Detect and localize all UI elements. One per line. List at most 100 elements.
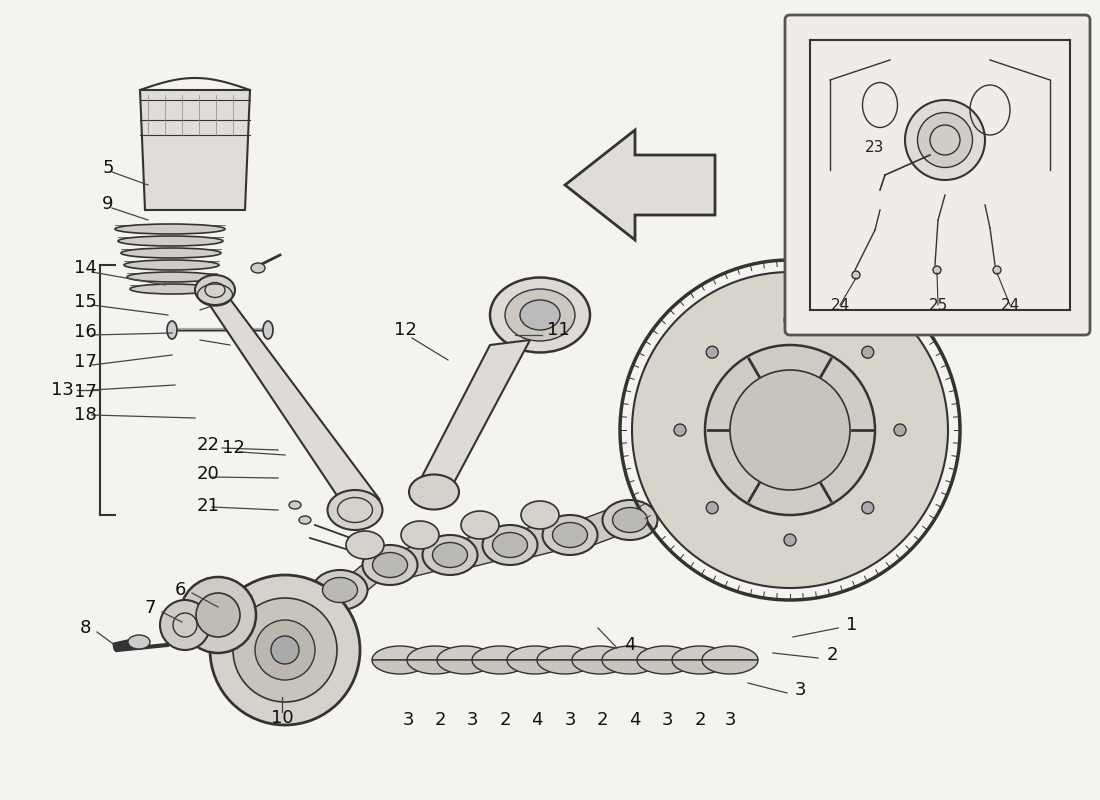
Ellipse shape xyxy=(312,570,367,610)
Circle shape xyxy=(632,272,948,588)
Text: 11: 11 xyxy=(547,321,570,339)
Text: 2: 2 xyxy=(499,711,510,729)
Text: 9: 9 xyxy=(102,195,113,213)
Ellipse shape xyxy=(363,545,418,585)
Circle shape xyxy=(730,370,850,490)
Circle shape xyxy=(233,598,337,702)
Ellipse shape xyxy=(346,531,384,559)
Polygon shape xyxy=(637,646,693,660)
Ellipse shape xyxy=(167,321,177,339)
Ellipse shape xyxy=(542,515,597,555)
Text: 21: 21 xyxy=(197,497,219,515)
Ellipse shape xyxy=(905,100,984,180)
Text: 18: 18 xyxy=(74,406,97,424)
Circle shape xyxy=(705,345,874,515)
Ellipse shape xyxy=(852,271,860,279)
Ellipse shape xyxy=(130,284,214,294)
Text: 25: 25 xyxy=(928,298,947,313)
Text: 3: 3 xyxy=(794,681,805,699)
Ellipse shape xyxy=(613,507,648,533)
Ellipse shape xyxy=(520,300,560,330)
Ellipse shape xyxy=(328,490,383,530)
Polygon shape xyxy=(602,646,658,660)
Text: 12: 12 xyxy=(221,439,244,457)
Polygon shape xyxy=(400,540,440,580)
Text: 22: 22 xyxy=(197,436,220,454)
Ellipse shape xyxy=(126,272,217,282)
FancyBboxPatch shape xyxy=(785,15,1090,335)
Text: 24: 24 xyxy=(1000,298,1020,313)
Polygon shape xyxy=(437,660,493,674)
Polygon shape xyxy=(537,646,593,660)
Ellipse shape xyxy=(493,533,528,558)
Ellipse shape xyxy=(322,578,358,602)
Polygon shape xyxy=(537,660,593,674)
Circle shape xyxy=(180,577,256,653)
Ellipse shape xyxy=(505,289,575,341)
Text: 6: 6 xyxy=(174,581,186,599)
Circle shape xyxy=(210,575,360,725)
Circle shape xyxy=(861,502,873,514)
Polygon shape xyxy=(350,550,380,605)
Ellipse shape xyxy=(195,275,235,305)
Text: 5: 5 xyxy=(102,159,113,177)
Circle shape xyxy=(255,620,315,680)
Polygon shape xyxy=(372,660,428,674)
Polygon shape xyxy=(572,646,628,660)
Text: 15: 15 xyxy=(74,293,97,311)
Text: 13: 13 xyxy=(51,381,74,399)
Text: 2: 2 xyxy=(826,646,838,664)
Circle shape xyxy=(784,534,796,546)
Text: 4: 4 xyxy=(625,636,636,654)
Polygon shape xyxy=(520,520,560,560)
Polygon shape xyxy=(437,646,493,660)
Polygon shape xyxy=(702,660,758,674)
Polygon shape xyxy=(204,295,380,500)
Polygon shape xyxy=(702,646,758,660)
Ellipse shape xyxy=(121,248,221,258)
Text: 3: 3 xyxy=(661,711,673,729)
Ellipse shape xyxy=(116,224,226,234)
Ellipse shape xyxy=(521,501,559,529)
Ellipse shape xyxy=(128,635,150,649)
Polygon shape xyxy=(580,505,620,550)
Ellipse shape xyxy=(461,511,499,539)
Polygon shape xyxy=(672,646,728,660)
Circle shape xyxy=(706,502,718,514)
Text: 7: 7 xyxy=(144,599,156,617)
Text: 3: 3 xyxy=(724,711,736,729)
Text: 3: 3 xyxy=(564,711,575,729)
Polygon shape xyxy=(637,660,693,674)
Text: 12: 12 xyxy=(394,321,417,339)
Polygon shape xyxy=(372,646,428,660)
Ellipse shape xyxy=(933,266,940,274)
Circle shape xyxy=(784,314,796,326)
Text: 4: 4 xyxy=(629,711,640,729)
Polygon shape xyxy=(140,90,250,210)
Ellipse shape xyxy=(432,542,468,567)
Circle shape xyxy=(894,424,906,436)
Polygon shape xyxy=(472,660,528,674)
Text: 23: 23 xyxy=(866,141,884,155)
Polygon shape xyxy=(507,660,563,674)
Polygon shape xyxy=(407,660,463,674)
Text: 3: 3 xyxy=(403,711,414,729)
Ellipse shape xyxy=(422,535,477,575)
Polygon shape xyxy=(602,660,658,674)
Text: 24: 24 xyxy=(830,298,849,313)
Ellipse shape xyxy=(299,516,311,524)
Ellipse shape xyxy=(124,260,219,270)
Ellipse shape xyxy=(483,525,538,565)
Ellipse shape xyxy=(289,501,301,509)
Circle shape xyxy=(706,346,718,358)
Ellipse shape xyxy=(552,522,587,547)
Text: 3: 3 xyxy=(466,711,477,729)
Ellipse shape xyxy=(490,278,590,353)
Text: 2: 2 xyxy=(434,711,446,729)
Circle shape xyxy=(196,593,240,637)
Ellipse shape xyxy=(993,266,1001,274)
Text: 20: 20 xyxy=(197,465,219,483)
Ellipse shape xyxy=(251,263,265,273)
Text: 17: 17 xyxy=(74,383,97,401)
Polygon shape xyxy=(415,340,530,490)
